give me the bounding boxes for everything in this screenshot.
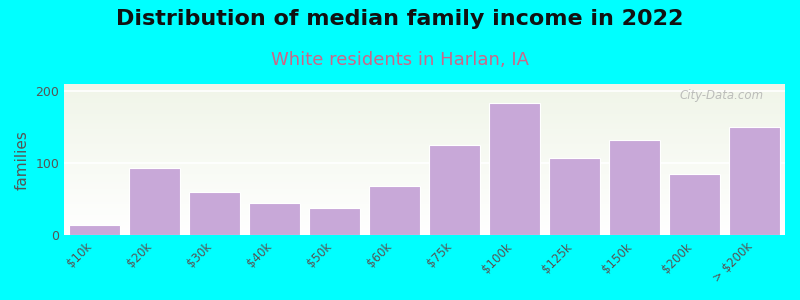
Bar xyxy=(129,168,180,236)
Bar xyxy=(550,158,600,236)
Bar xyxy=(670,174,721,236)
Text: City-Data.com: City-Data.com xyxy=(679,88,763,101)
Text: Distribution of median family income in 2022: Distribution of median family income in … xyxy=(116,9,684,29)
Bar xyxy=(189,192,240,236)
Bar xyxy=(249,203,300,236)
Bar xyxy=(369,186,420,236)
Bar xyxy=(69,225,120,236)
Bar xyxy=(610,140,660,236)
Bar xyxy=(429,145,480,236)
Bar xyxy=(730,127,781,236)
Bar xyxy=(490,103,540,236)
Bar xyxy=(309,208,360,236)
Y-axis label: families: families xyxy=(15,130,30,190)
Text: White residents in Harlan, IA: White residents in Harlan, IA xyxy=(271,51,529,69)
